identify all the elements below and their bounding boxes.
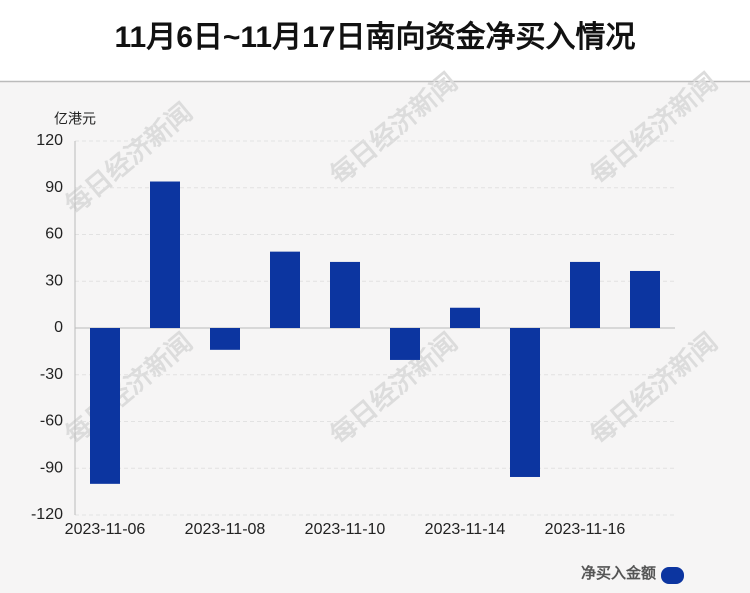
legend-label: 净买入金额 xyxy=(581,564,656,582)
x-tick-label: 2023-11-10 xyxy=(305,521,386,538)
x-tick-label: 2023-11-06 xyxy=(65,521,146,538)
y-tick-label: 60 xyxy=(45,226,63,243)
bar xyxy=(150,181,180,328)
y-unit: 亿港元 xyxy=(54,111,96,127)
y-tick-label: -30 xyxy=(40,366,63,383)
bar xyxy=(210,328,240,350)
y-tick-label: 90 xyxy=(45,179,63,196)
y-tick-label: 30 xyxy=(45,272,63,289)
x-tick-label: 2023-11-16 xyxy=(545,521,626,538)
bar xyxy=(270,251,300,328)
bar xyxy=(330,261,360,328)
bar xyxy=(510,328,540,477)
y-tick-label: 0 xyxy=(54,319,63,336)
plot-bg xyxy=(0,82,750,593)
header-bg xyxy=(0,0,750,82)
y-tick-label: -60 xyxy=(40,413,63,430)
bar xyxy=(570,261,600,328)
bar xyxy=(450,307,480,328)
y-tick-label: 120 xyxy=(36,132,63,149)
x-tick-label: 2023-11-14 xyxy=(425,521,506,538)
bar xyxy=(90,328,120,484)
y-tick-label: -90 xyxy=(40,459,63,476)
chart-title: 11月6日~11月17日南向资金净买入情况 xyxy=(114,20,635,54)
legend-swatch xyxy=(661,567,684,584)
bar xyxy=(390,328,420,360)
y-tick-label: -120 xyxy=(31,506,63,523)
x-tick-label: 2023-11-08 xyxy=(185,521,266,538)
bar xyxy=(630,270,660,328)
